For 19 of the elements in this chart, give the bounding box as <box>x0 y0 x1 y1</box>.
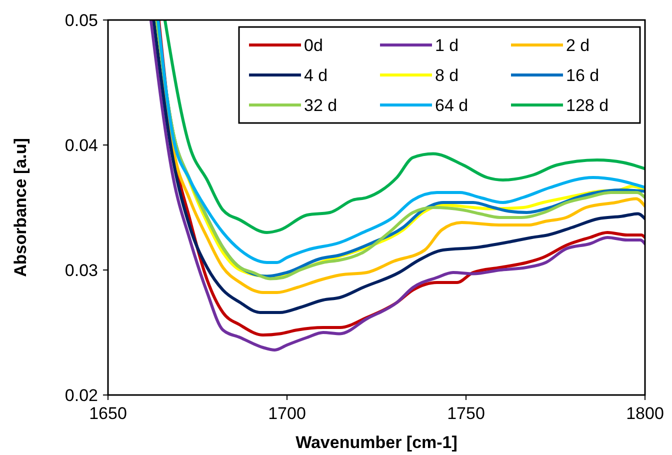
legend-label: 4 d <box>304 66 328 85</box>
legend-label: 2 d <box>566 36 590 55</box>
x-tick-label: 1700 <box>268 404 306 423</box>
legend-label: 64 d <box>435 96 468 115</box>
y-axis-title: Absorbance [a.u] <box>11 138 30 277</box>
x-tick-label: 1750 <box>447 404 485 423</box>
y-tick-label: 0.04 <box>64 136 98 155</box>
y-tick-label: 0.03 <box>64 261 98 280</box>
legend-label: 1 d <box>435 36 459 55</box>
y-tick-label: 0.05 <box>64 11 98 30</box>
legend-label: 8 d <box>435 66 459 85</box>
x-tick-label: 1650 <box>89 404 127 423</box>
legend-label: 16 d <box>566 66 600 85</box>
legend-label: 0d <box>304 36 323 55</box>
legend-label: 32 d <box>304 96 338 115</box>
legend-label: 128 d <box>566 96 609 115</box>
x-axis-title: Wavenumber [cm-1] <box>296 433 458 452</box>
x-tick-label: 1800 <box>626 404 664 423</box>
y-tick-label: 0.02 <box>64 386 98 405</box>
